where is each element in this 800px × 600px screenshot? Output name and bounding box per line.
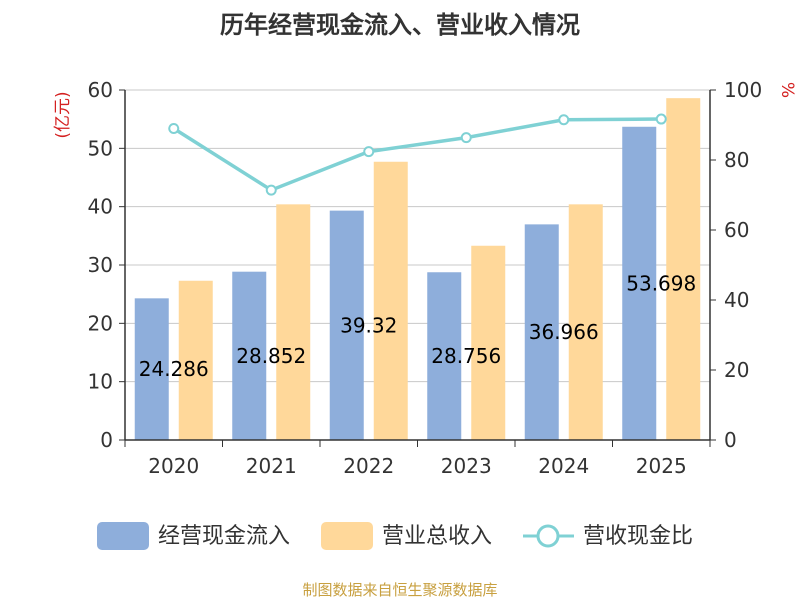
y-right-tick-label: 60 (724, 218, 749, 242)
bar-cash-inflow (427, 272, 462, 440)
bar-revenue (471, 245, 506, 440)
axes: 0 10 20 30 40 50 60 0 20 40 60 80 100 2020 2021 2022 202… (88, 78, 763, 478)
data-label-cash-inflow: 36.966 (529, 320, 599, 344)
data-label-cash-inflow: 53.698 (626, 271, 696, 295)
x-tick-label: 2024 (538, 454, 589, 478)
data-label-cash-inflow: 39.32 (340, 313, 397, 337)
bar-cash-inflow (134, 298, 169, 440)
data-label-cash-inflow: 28.756 (431, 344, 501, 368)
bar-revenue (178, 280, 213, 440)
line-series (168, 113, 667, 196)
bars (134, 98, 701, 441)
legend-label-ratio: 营收现金比 (583, 524, 693, 549)
y-left-tick-label: 20 (88, 311, 113, 335)
point-ratio (655, 113, 667, 125)
legend-label-cash-inflow: 经营现金流入 (158, 524, 290, 549)
legend: 经营现金流入 营业总收入 营收现金比 (97, 522, 693, 550)
point-ratio (460, 132, 472, 144)
source-note: 制图数据来自恒生聚源数据库 (302, 581, 497, 599)
bar-cash-inflow (622, 126, 657, 441)
legend-swatch-revenue (321, 522, 373, 550)
y-left-tick-label: 40 (88, 195, 113, 219)
y-left-axis-label: (亿元) (53, 91, 73, 138)
point-ratio (363, 146, 375, 158)
y-left-tick-label: 60 (88, 78, 113, 102)
x-tick-label: 2022 (343, 454, 394, 478)
point-ratio (558, 114, 570, 126)
line-ratio (172, 117, 662, 193)
y-left-tick-label: 30 (88, 253, 113, 277)
data-label-cash-inflow: 28.852 (236, 344, 306, 368)
y-left-tick-label: 10 (88, 370, 113, 394)
data-label-cash-inflow: 24.286 (139, 357, 209, 381)
y-left-tick-label: 50 (88, 136, 113, 160)
y-left-tick-label: 0 (100, 428, 113, 452)
x-tick-label: 2023 (441, 454, 492, 478)
bar-cash-inflow (232, 271, 267, 440)
bar-revenue (373, 161, 408, 440)
legend-swatch-cash-inflow (97, 522, 149, 550)
y-right-axis-label: % (777, 82, 797, 98)
y-right-tick-label: 100 (724, 78, 762, 102)
point-ratio (265, 184, 277, 196)
bar-cash-inflow (329, 210, 364, 440)
y-right-tick-label: 40 (724, 288, 749, 312)
bar-revenue (276, 204, 311, 440)
y-right-tick-label: 20 (724, 358, 749, 382)
data-labels: 24.286 28.852 39.32 28.756 36.966 53.698 (139, 271, 696, 381)
bar-cash-inflow (524, 224, 559, 440)
legend-label-revenue: 营业总收入 (382, 524, 492, 549)
y-right-tick-label: 0 (724, 428, 737, 452)
grid (125, 89, 710, 383)
bar-revenue (666, 98, 701, 441)
legend-marker-ratio (536, 524, 560, 548)
point-ratio (168, 123, 180, 134)
chart-title: 历年经营现金流入、营业收入情况 (220, 11, 580, 39)
x-tick-label: 2020 (148, 454, 199, 478)
bar-revenue (568, 204, 603, 440)
x-tick-label: 2025 (636, 454, 687, 478)
y-right-tick-label: 80 (724, 148, 749, 172)
x-tick-label: 2021 (246, 454, 297, 478)
